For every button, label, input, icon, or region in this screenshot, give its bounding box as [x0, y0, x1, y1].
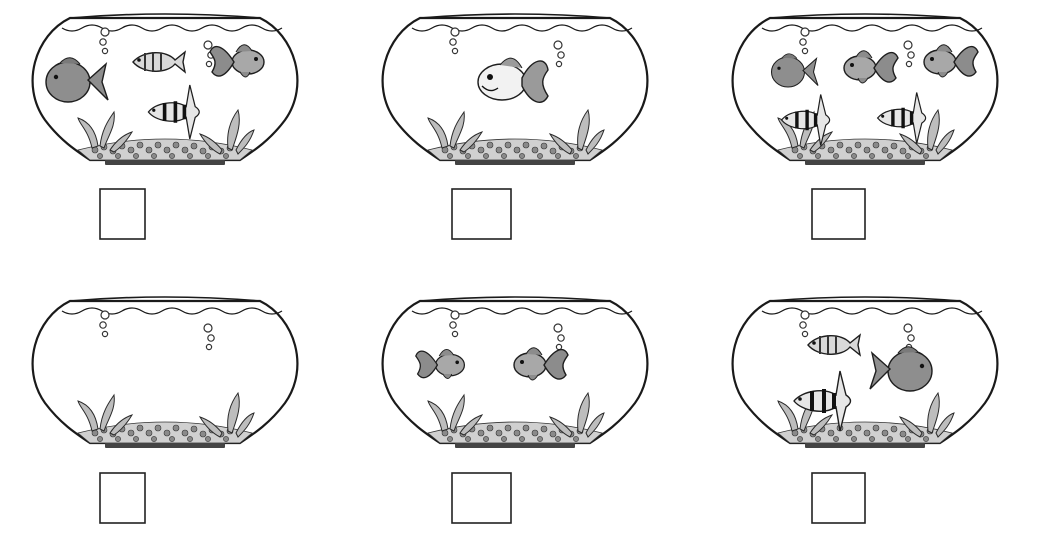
- fish-bowl-2: [381, 12, 649, 167]
- answer-box-3[interactable]: [811, 188, 866, 240]
- fish-bowl-5: [381, 295, 649, 450]
- answer-box-4[interactable]: [99, 472, 146, 524]
- answer-box-5[interactable]: [451, 472, 512, 524]
- fish-bowl-6: [731, 295, 999, 450]
- answer-box-6[interactable]: [811, 472, 866, 524]
- fish-bowl-4: [31, 295, 299, 450]
- answer-box-2[interactable]: [451, 188, 512, 240]
- answer-box-1[interactable]: [99, 188, 146, 240]
- fish-bowl-1: [31, 12, 299, 167]
- fish-bowl-3: [731, 12, 999, 167]
